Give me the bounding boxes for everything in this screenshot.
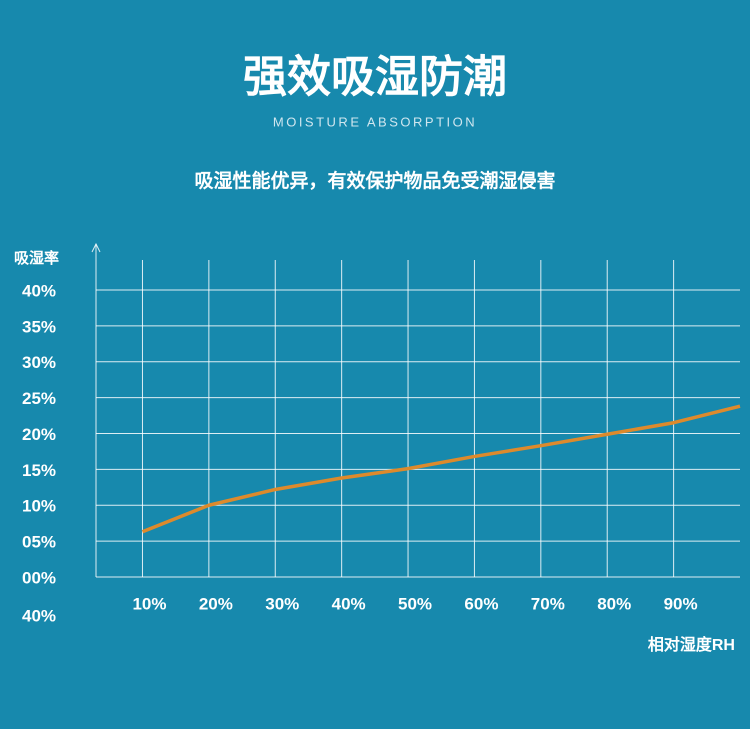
data-line	[141, 404, 741, 534]
y-axis-label: 吸湿率	[14, 249, 59, 267]
x-tick-label: 70%	[531, 594, 565, 613]
y-tick-label: 05%	[22, 533, 56, 552]
x-tick-label: 40%	[332, 594, 366, 613]
y-tick-label: 10%	[22, 497, 56, 516]
x-tick-label: 60%	[464, 594, 498, 613]
x-tick-label: 20%	[199, 594, 233, 613]
subtitle: MOISTURE ABSORPTION	[273, 114, 477, 129]
y-extra-label: 40%	[22, 606, 56, 625]
y-tick-label: 25%	[22, 389, 56, 408]
description: 吸湿性能优异，有效保护物品免受潮湿侵害	[194, 169, 555, 192]
x-tick-label: 50%	[398, 594, 432, 613]
title: 强效吸湿防潮	[243, 53, 507, 102]
y-tick-label: 40%	[22, 281, 56, 300]
x-axis-label: 相对湿度RH	[648, 635, 735, 654]
y-tick-label: 15%	[22, 461, 56, 480]
y-tick-label: 20%	[22, 425, 56, 444]
y-tick-label: 00%	[22, 568, 56, 587]
x-tick-label: 10%	[132, 594, 166, 613]
x-tick-label: 80%	[597, 594, 631, 613]
y-tick-label: 35%	[22, 317, 56, 336]
y-axis-arrow	[91, 242, 101, 253]
y-tick-label: 30%	[22, 353, 56, 372]
x-tick-label: 30%	[265, 594, 299, 613]
x-tick-label: 90%	[664, 594, 698, 613]
